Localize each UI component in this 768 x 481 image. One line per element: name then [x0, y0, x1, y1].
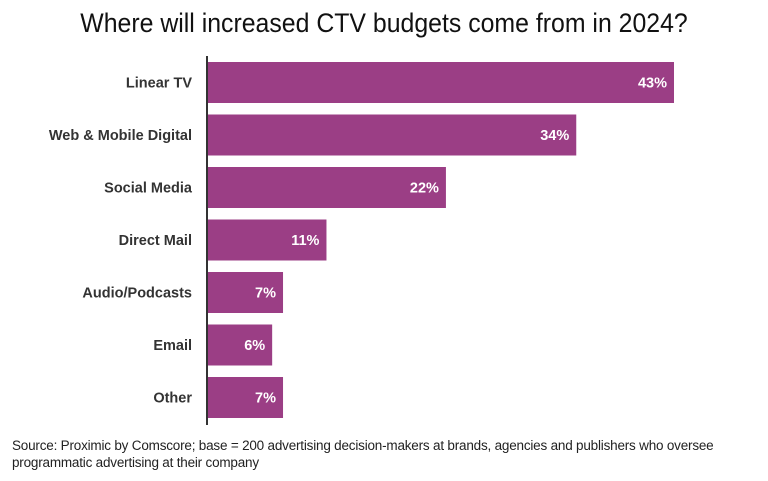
bar	[207, 324, 273, 366]
bar	[207, 219, 327, 261]
data-label: 34%	[540, 128, 569, 144]
category-label: Web & Mobile Digital	[49, 128, 192, 144]
bar	[207, 167, 446, 208]
category-label: Social Media	[104, 181, 193, 197]
category-label: Email	[153, 338, 192, 354]
bar	[207, 114, 577, 156]
category-label: Other	[153, 391, 192, 407]
data-label: 6%	[244, 338, 265, 354]
category-label: Linear TV	[126, 76, 192, 92]
chart-title: Where will increased CTV budgets come fr…	[80, 8, 688, 38]
bar	[207, 62, 674, 103]
bar	[207, 272, 284, 313]
bar	[207, 377, 284, 418]
data-label: 43%	[638, 76, 667, 92]
data-label: 7%	[255, 286, 276, 302]
data-label: 22%	[410, 181, 439, 197]
data-label: 11%	[291, 233, 319, 249]
data-label: 7%	[255, 391, 276, 407]
source-note: Source: Proximic by Comscore; base = 200…	[12, 438, 714, 470]
category-label: Direct Mail	[119, 233, 192, 249]
category-label: Audio/Podcasts	[82, 286, 192, 302]
